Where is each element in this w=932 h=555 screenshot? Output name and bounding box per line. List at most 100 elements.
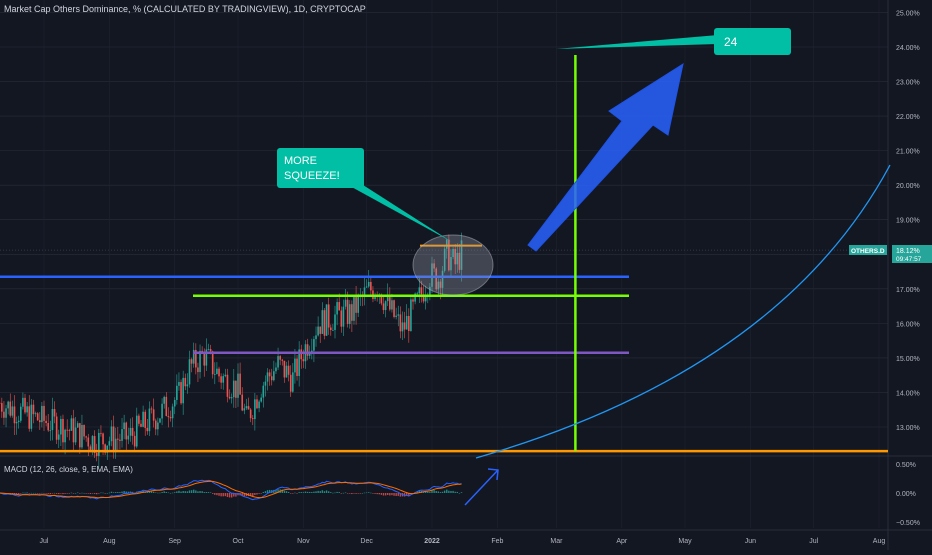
candle-body — [275, 368, 277, 372]
macd-histogram-bar — [461, 492, 462, 493]
chart-title: Market Cap Others Dominance, % (CALCULAT… — [4, 4, 366, 14]
macd-histogram-bar — [69, 493, 70, 494]
candle-body — [138, 416, 140, 424]
macd-histogram-bar — [64, 493, 65, 494]
candle-body — [237, 374, 239, 398]
macd-histogram-bar — [88, 493, 89, 494]
macd-histogram-bar — [383, 493, 384, 496]
y-tick-label: 21.00% — [896, 149, 920, 156]
macd-histogram-bar — [252, 493, 253, 496]
candle-body — [296, 359, 298, 376]
price-badge-value: 18.12% — [896, 248, 920, 255]
candle-body — [9, 402, 11, 416]
candle-body — [172, 406, 174, 418]
candle-body — [419, 287, 421, 293]
macd-histogram-bar — [448, 491, 449, 493]
candle-body — [153, 409, 155, 420]
candle-body — [87, 437, 89, 446]
candle-body — [286, 366, 288, 378]
macd-histogram-bar — [457, 492, 458, 493]
candle-body — [355, 296, 357, 313]
candle — [37, 412, 39, 421]
macd-histogram-bar — [330, 492, 331, 493]
candle-body — [334, 314, 336, 330]
candle — [159, 418, 161, 423]
candle-body — [292, 372, 294, 391]
candle-body — [22, 398, 24, 407]
macd-histogram-bar — [104, 493, 105, 494]
macd-histogram-bar — [33, 493, 34, 494]
macd-histogram-bar — [431, 490, 432, 493]
candle-body — [149, 409, 151, 432]
candle-body — [12, 406, 14, 415]
candle-body — [393, 300, 395, 317]
candle-body — [147, 428, 149, 431]
candle — [326, 304, 328, 336]
macd-label: MACD (12, 26, close, 9, EMA, EMA) — [4, 465, 133, 474]
candle-body — [208, 349, 210, 350]
macd-histogram-bar — [339, 492, 340, 493]
macd-histogram-bar — [298, 492, 299, 493]
macd-histogram-bar — [20, 493, 21, 494]
candle-body — [269, 372, 271, 376]
candle-body — [174, 400, 176, 406]
candle-body — [273, 371, 275, 380]
candle-body — [119, 440, 121, 441]
candle-body — [389, 295, 391, 310]
macd-histogram-bar — [427, 492, 428, 493]
y-tick-label: 22.00% — [896, 114, 920, 121]
candle-body — [144, 412, 146, 428]
macd-histogram-bar — [189, 490, 190, 493]
candle-body — [239, 374, 241, 395]
macd-histogram-bar — [208, 492, 209, 493]
candle-body — [300, 349, 302, 359]
squeeze-callout-line1: MORE — [284, 155, 317, 167]
macd-histogram-bar — [214, 493, 215, 495]
macd-histogram-bar — [225, 493, 226, 496]
symbol-badge-label: OTHERS.D — [851, 248, 885, 255]
squeeze-callout-box — [277, 148, 364, 188]
candle-body — [338, 302, 340, 310]
macd-histogram-bar — [284, 491, 285, 493]
candle-body — [28, 406, 30, 428]
macd-histogram-bar — [309, 492, 310, 493]
macd-histogram-bar — [115, 492, 116, 493]
candle-body — [128, 436, 130, 440]
candle-body — [315, 335, 317, 339]
candle-body — [159, 418, 161, 422]
macd-tick-label: 0.50% — [896, 462, 916, 469]
x-tick-label: Mar — [550, 538, 563, 545]
macd-histogram-bar — [360, 493, 361, 494]
candle — [56, 413, 58, 444]
macd-histogram-bar — [48, 493, 49, 494]
candle-body — [151, 409, 153, 410]
candle-body — [69, 430, 71, 431]
candle — [393, 299, 395, 318]
macd-histogram-bar — [315, 491, 316, 493]
macd-histogram-bar — [98, 493, 99, 494]
candle-body — [222, 376, 224, 383]
candle-body — [244, 408, 246, 410]
candle-body — [62, 419, 64, 442]
candle-body — [85, 436, 87, 437]
macd-histogram-bar — [71, 493, 72, 494]
candle-body — [370, 282, 372, 291]
macd-histogram-bar — [374, 493, 375, 494]
candle-body — [79, 423, 81, 447]
candle-body — [170, 417, 172, 418]
candle-body — [0, 403, 1, 404]
macd-histogram-bar — [35, 493, 36, 494]
macd-histogram-bar — [172, 493, 173, 494]
candle-body — [351, 304, 353, 321]
candle-body — [216, 369, 218, 374]
macd-histogram-bar — [362, 493, 363, 494]
macd-histogram-bar — [81, 493, 82, 494]
candle — [324, 308, 326, 339]
macd-histogram-bar — [201, 491, 202, 493]
macd-histogram-bar — [218, 493, 219, 496]
candle-body — [96, 453, 98, 456]
macd-histogram-bar — [107, 493, 108, 494]
macd-histogram-bar — [119, 492, 120, 493]
y-tick-label: 23.00% — [896, 80, 920, 87]
candle-body — [391, 300, 393, 309]
